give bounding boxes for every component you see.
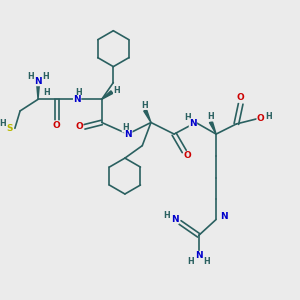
Text: N: N (34, 77, 42, 86)
Text: H: H (42, 72, 49, 81)
Polygon shape (37, 81, 40, 99)
Text: H: H (141, 100, 148, 109)
Text: N: N (195, 251, 202, 260)
Polygon shape (209, 121, 216, 134)
Text: O: O (75, 122, 83, 131)
Polygon shape (102, 91, 113, 99)
Text: O: O (184, 151, 192, 160)
Text: H: H (75, 88, 82, 98)
Text: N: N (171, 215, 178, 224)
Text: H: H (203, 257, 210, 266)
Text: N: N (220, 212, 228, 221)
Text: N: N (124, 130, 132, 139)
Text: H: H (27, 72, 34, 81)
Text: H: H (122, 123, 129, 132)
Text: N: N (73, 95, 81, 104)
Text: S: S (6, 124, 13, 133)
Text: O: O (53, 121, 61, 130)
Text: H: H (184, 113, 191, 122)
Text: H: H (0, 118, 6, 127)
Text: H: H (266, 112, 272, 122)
Text: H: H (207, 112, 214, 121)
Text: H: H (164, 211, 170, 220)
Text: H: H (187, 257, 194, 266)
Text: O: O (236, 93, 244, 102)
Text: N: N (189, 118, 197, 127)
Text: H: H (43, 88, 50, 98)
Text: O: O (257, 114, 265, 123)
Polygon shape (144, 110, 151, 122)
Text: H: H (113, 86, 120, 95)
